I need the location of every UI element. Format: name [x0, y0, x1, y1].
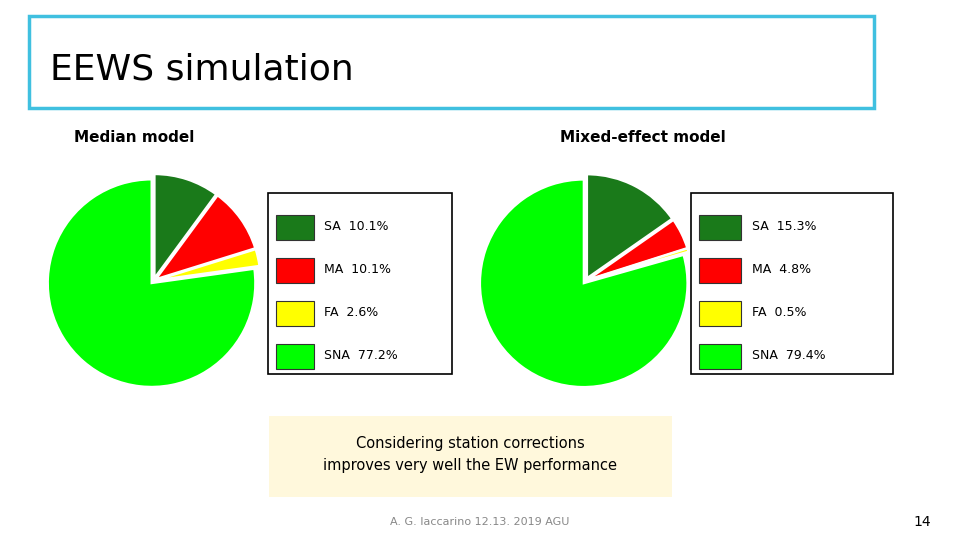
Bar — [276, 258, 314, 283]
Bar — [276, 215, 314, 240]
FancyBboxPatch shape — [690, 193, 894, 374]
Text: SA  15.3%: SA 15.3% — [752, 220, 816, 233]
Wedge shape — [588, 220, 687, 279]
Text: MA  4.8%: MA 4.8% — [752, 263, 811, 276]
FancyBboxPatch shape — [269, 416, 672, 497]
Bar — [699, 258, 741, 283]
Text: A. G. Iaccarino 12.13. 2019 AGU: A. G. Iaccarino 12.13. 2019 AGU — [391, 517, 569, 528]
Wedge shape — [588, 248, 688, 280]
Bar — [699, 301, 741, 326]
Wedge shape — [156, 249, 259, 280]
Wedge shape — [587, 174, 672, 278]
Text: FA  2.6%: FA 2.6% — [324, 306, 378, 319]
Text: 14: 14 — [914, 516, 931, 529]
Wedge shape — [155, 174, 216, 278]
Text: Considering station corrections
improves very well the EW performance: Considering station corrections improves… — [324, 436, 617, 473]
Text: Median model: Median model — [74, 130, 195, 145]
Text: SNA  79.4%: SNA 79.4% — [752, 349, 826, 362]
Bar — [699, 215, 741, 240]
FancyBboxPatch shape — [268, 193, 452, 374]
Bar — [276, 344, 314, 368]
Wedge shape — [48, 179, 255, 387]
Text: EEWS simulation: EEWS simulation — [50, 52, 353, 86]
Wedge shape — [480, 180, 687, 387]
Bar — [699, 344, 741, 368]
Text: SNA  77.2%: SNA 77.2% — [324, 349, 397, 362]
Text: MA  10.1%: MA 10.1% — [324, 263, 391, 276]
Text: FA  0.5%: FA 0.5% — [752, 306, 806, 319]
FancyBboxPatch shape — [29, 16, 874, 108]
Text: Mixed-effect model: Mixed-effect model — [561, 130, 726, 145]
Bar — [276, 301, 314, 326]
Wedge shape — [156, 195, 255, 279]
Text: SA  10.1%: SA 10.1% — [324, 220, 388, 233]
